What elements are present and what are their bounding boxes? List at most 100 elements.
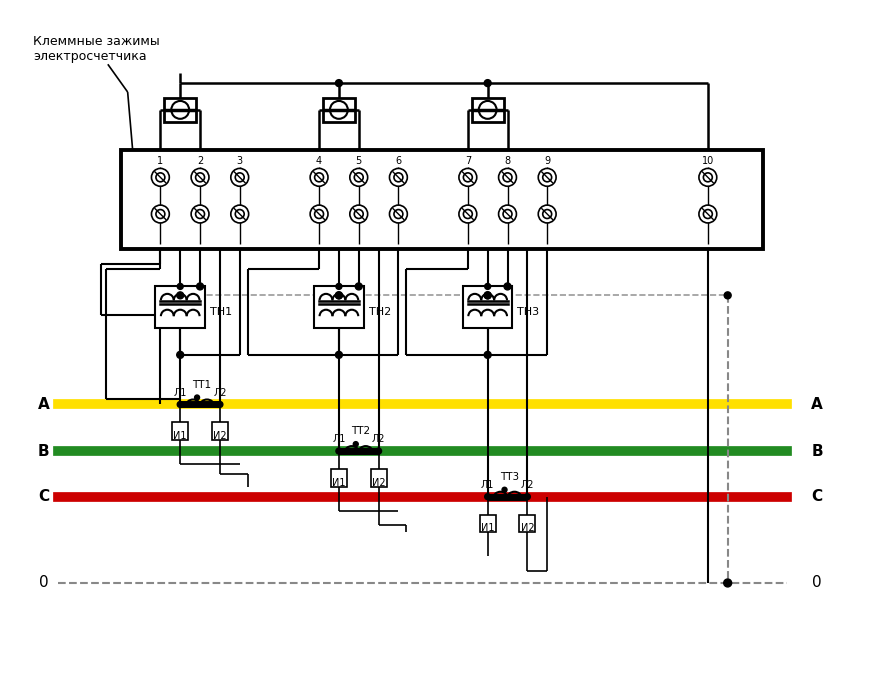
Circle shape [330,101,348,119]
Text: 0: 0 [812,575,822,590]
Circle shape [335,292,342,299]
Circle shape [478,101,496,119]
Text: И2: И2 [372,478,385,488]
Circle shape [195,173,204,182]
Text: 2: 2 [197,156,203,166]
Circle shape [485,283,491,289]
Text: Л2: Л2 [372,434,385,444]
Text: 0: 0 [39,575,48,590]
Circle shape [502,487,507,492]
Text: И2: И2 [521,523,534,533]
Bar [463,287,513,328]
Circle shape [390,205,408,223]
Circle shape [498,205,516,223]
Circle shape [236,210,245,218]
Bar [121,149,763,249]
Circle shape [724,579,732,587]
Circle shape [699,168,717,187]
Circle shape [459,168,477,187]
Circle shape [390,168,408,187]
Circle shape [335,352,342,358]
Text: 9: 9 [544,156,550,166]
Circle shape [356,283,362,290]
Circle shape [353,441,358,447]
Circle shape [484,352,491,358]
Bar [155,287,205,328]
Bar [371,469,386,487]
Text: B: B [38,443,49,458]
Circle shape [177,402,183,408]
Text: 6: 6 [395,156,401,166]
Circle shape [191,168,209,187]
Circle shape [703,173,712,182]
Bar [520,514,535,533]
Text: Л1: Л1 [174,387,187,397]
Text: C: C [38,489,49,504]
Circle shape [354,210,363,218]
Text: A: A [811,397,823,412]
Circle shape [336,448,342,454]
Text: И1: И1 [332,478,346,488]
Text: Л2: Л2 [521,480,534,490]
Bar [323,98,355,122]
Circle shape [177,352,184,358]
Text: 5: 5 [356,156,362,166]
Circle shape [310,168,328,187]
Circle shape [196,283,203,290]
Circle shape [503,210,512,218]
Text: Л1: Л1 [332,434,346,444]
Circle shape [463,210,472,218]
Circle shape [524,493,530,500]
Circle shape [314,210,323,218]
Circle shape [375,448,382,454]
Circle shape [543,173,552,182]
Bar [164,98,196,122]
Text: Л1: Л1 [481,480,495,490]
Text: И2: И2 [213,431,227,441]
Circle shape [485,493,491,500]
Circle shape [394,210,403,218]
Text: ТН1: ТН1 [210,307,232,317]
Bar [314,287,364,328]
Circle shape [156,210,165,218]
Circle shape [459,205,477,223]
Text: C: C [812,489,823,504]
Bar [212,422,228,440]
Circle shape [191,205,209,223]
Circle shape [171,101,189,119]
Text: Клеммные зажимы
электросчетчика: Клеммные зажимы электросчетчика [33,34,160,62]
Circle shape [543,210,552,218]
Text: B: B [811,443,823,458]
Text: И1: И1 [481,523,495,533]
Circle shape [538,168,556,187]
Text: 3: 3 [237,156,243,166]
Circle shape [336,283,342,289]
Text: ТТ1: ТТ1 [193,380,211,389]
Circle shape [335,80,342,87]
Circle shape [177,283,183,289]
Circle shape [463,173,472,182]
Text: 4: 4 [316,156,323,166]
Circle shape [354,173,363,182]
Circle shape [538,205,556,223]
Circle shape [394,173,403,182]
Text: Л2: Л2 [213,387,227,397]
Circle shape [724,292,731,299]
Circle shape [484,80,491,87]
Circle shape [217,402,223,408]
Circle shape [151,168,169,187]
Circle shape [194,395,200,400]
Circle shape [503,173,512,182]
Circle shape [484,292,491,299]
Circle shape [349,205,367,223]
Circle shape [177,292,184,299]
Text: A: A [38,397,49,412]
Circle shape [151,205,169,223]
Bar [479,514,495,533]
Circle shape [335,292,342,299]
Circle shape [699,205,717,223]
Circle shape [703,210,712,218]
Circle shape [504,283,511,290]
Text: 7: 7 [465,156,471,166]
Text: 10: 10 [702,156,714,166]
